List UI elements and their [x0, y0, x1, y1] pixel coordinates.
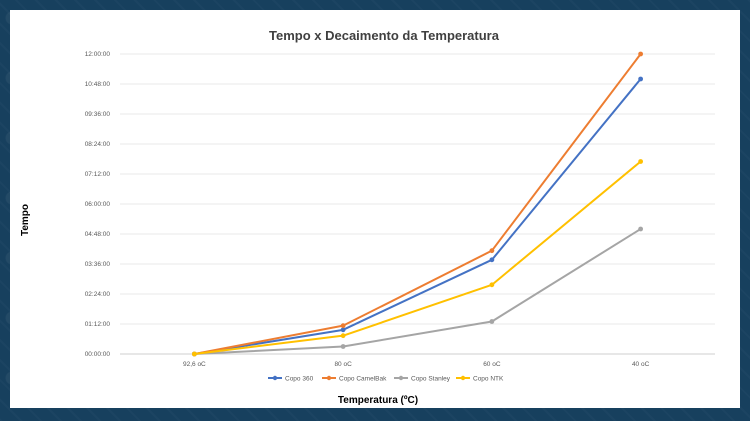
data-point — [340, 327, 346, 333]
legend-marker — [398, 375, 404, 381]
y-tick-label: 09:36:00 — [85, 111, 111, 118]
series-line — [194, 160, 642, 355]
series-line — [194, 53, 642, 355]
data-point — [340, 333, 346, 339]
y-tick-label: 04:48:00 — [85, 231, 111, 238]
data-point — [489, 319, 495, 324]
data-point — [489, 248, 495, 254]
y-tick-label: 00:00:00 — [85, 351, 111, 358]
chart-card: Tempo x Decaimento da Temperatura Tempo … — [10, 10, 740, 408]
y-axis-title: Tempo — [20, 204, 31, 236]
y-tick-label: 12:00:00 — [85, 51, 111, 58]
data-point — [340, 344, 346, 349]
legend-entry: Copo NTK — [473, 375, 504, 382]
series-line — [194, 228, 642, 355]
data-point — [489, 282, 495, 288]
x-tick-label: 92,6 oC — [183, 361, 206, 368]
y-tick-label: 03:36:00 — [85, 261, 111, 268]
legend-marker — [460, 375, 466, 381]
data-point — [638, 76, 644, 82]
line-chart: Tempo x Decaimento da Temperatura Tempo … — [20, 28, 715, 406]
data-point — [638, 226, 644, 232]
legend-marker — [272, 375, 278, 381]
x-tick-label: 60 oC — [483, 361, 501, 368]
y-tick-label: 07:12:00 — [85, 171, 111, 178]
legend-entry: Copo Stanley — [411, 375, 451, 382]
series-line — [194, 78, 642, 355]
y-tick-label: 08:24:00 — [85, 141, 111, 148]
x-tick-label: 40 oC — [632, 361, 650, 368]
y-tick-label: 10:48:00 — [85, 81, 111, 88]
legend-marker — [326, 375, 332, 381]
chart-title: Tempo x Decaimento da Temperatura — [269, 28, 500, 43]
y-tick-label: 06:00:00 — [85, 201, 111, 208]
y-tick-label: 02:24:00 — [85, 291, 111, 298]
legend-entry: Copo CamelBak — [339, 375, 387, 382]
x-axis-title: Temperatura (ºC) — [338, 395, 418, 406]
y-tick-label: 01:12:00 — [85, 321, 111, 328]
data-point — [191, 351, 197, 357]
data-point — [340, 323, 346, 329]
data-point — [489, 257, 495, 263]
x-tick-label: 80 oC — [334, 361, 352, 368]
data-point — [638, 51, 644, 57]
data-point — [638, 159, 644, 164]
legend-entry: Copo 360 — [285, 375, 314, 382]
